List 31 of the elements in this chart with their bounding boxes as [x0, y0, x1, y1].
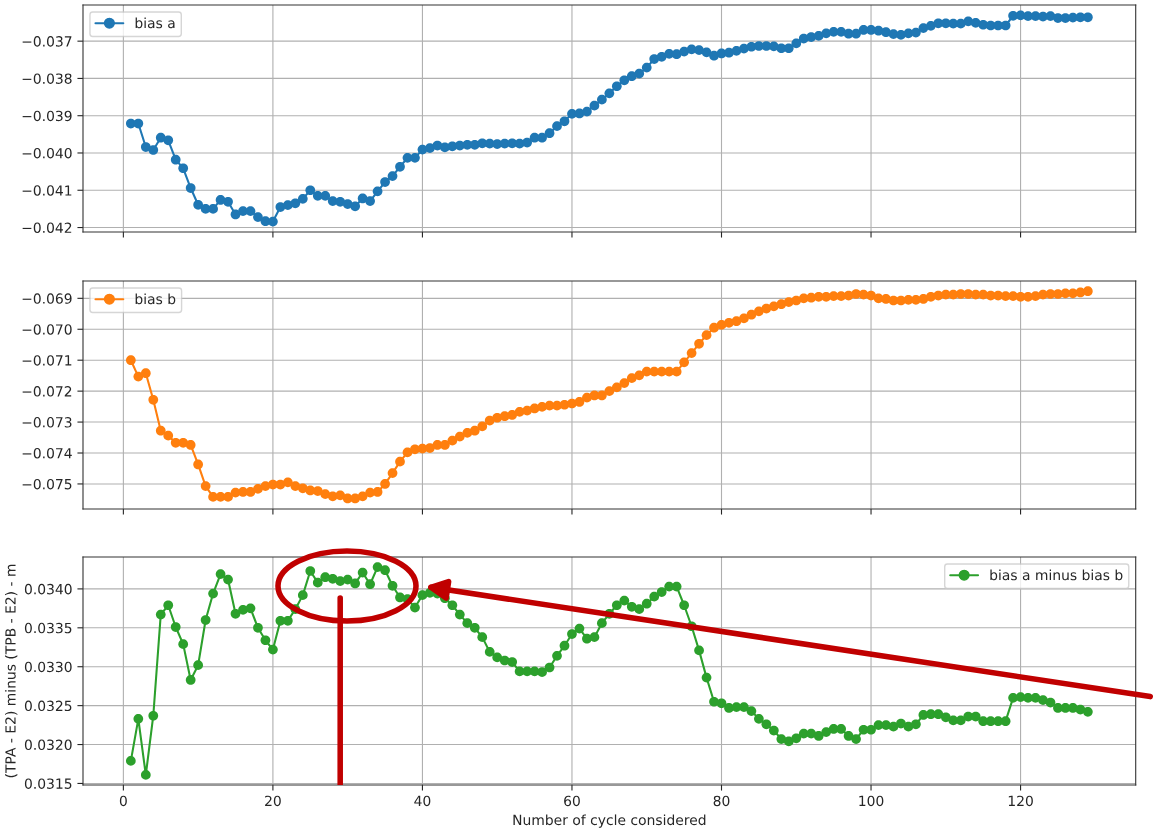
y-tick-label: −0.038: [22, 73, 72, 84]
y-tick-label: 0.0330: [24, 661, 72, 673]
y-tick-label: −0.040: [22, 147, 72, 159]
y-tick-label: −0.072: [22, 386, 72, 397]
x-tick-label: 120: [1008, 795, 1033, 807]
y-tick-label: 0.0325: [24, 700, 72, 712]
y-tick-label: −0.073: [22, 417, 72, 428]
x-tick-label: 100: [859, 795, 884, 807]
legend-label: bias a minus bias b: [990, 569, 1123, 581]
y-tick-label: 0.0335: [24, 622, 72, 634]
y-tick-label: −0.039: [22, 110, 72, 122]
y-tick-label: −0.070: [22, 324, 72, 335]
x-tick-label: 0: [119, 795, 127, 807]
y-tick-label: 0.0320: [24, 739, 72, 751]
y-tick-label: −0.075: [22, 478, 72, 490]
x-tick-label: 80: [713, 795, 730, 807]
y-tick-label: −0.071: [22, 355, 72, 366]
x-tick-label: 60: [564, 795, 580, 807]
x-axis-title: Number of cycle considered: [513, 814, 706, 828]
y-tick-label: 0.0315: [24, 778, 72, 789]
x-tick-label: 40: [414, 795, 431, 807]
y-tick-label: −0.074: [22, 447, 72, 459]
y-axis-title: (TPA - E2) minus (TPB - E2) - m: [4, 564, 18, 778]
y-tick-label: −0.037: [22, 36, 72, 47]
y-tick-label: −0.042: [22, 222, 72, 233]
y-tick-label: −0.069: [22, 293, 72, 304]
legend-label: bias a: [135, 17, 175, 29]
legend-label: bias b: [135, 293, 176, 305]
x-tick-label: 20: [265, 795, 281, 807]
y-tick-label: 0.0340: [24, 583, 72, 595]
y-tick-label: −0.041: [22, 185, 72, 196]
